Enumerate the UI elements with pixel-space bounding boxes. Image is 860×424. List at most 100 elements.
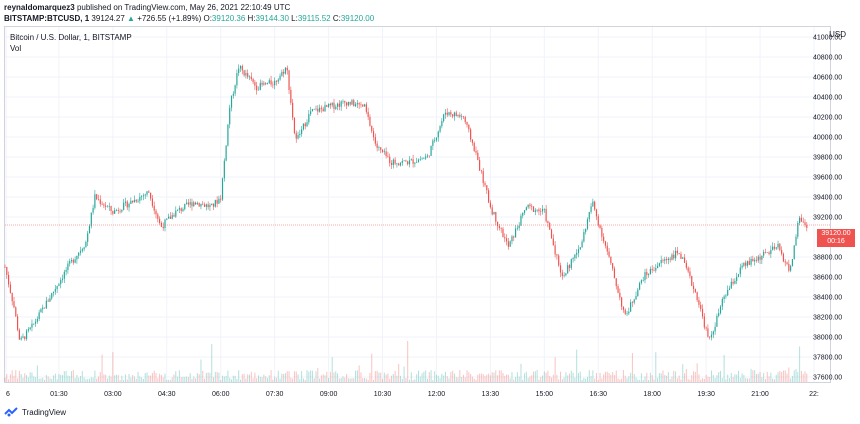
volume-bar [15,370,17,382]
candle-body [416,161,418,163]
volume-bar [671,376,673,382]
candle-body [779,243,781,251]
candle-body [770,249,772,254]
volume-bar [696,363,698,382]
volume-bar [337,373,339,382]
volume-bar [615,370,617,382]
candle-body [96,194,98,200]
volume-bar [85,379,87,382]
candle-body [126,201,128,208]
candle-body [272,84,274,86]
publisher-name[interactable]: reynaldomarquez3 [4,3,75,12]
footer-brand[interactable]: TradingView [22,407,67,417]
candle-body [69,261,71,264]
candle-body [806,224,808,228]
volume-bar [205,372,207,382]
volume-bar [146,372,148,382]
volume-bar [802,374,804,382]
volume-bar [777,372,779,382]
volume-bar [570,370,572,382]
volume-bar [567,375,569,382]
volume-bar [62,375,64,382]
candle-body [585,228,587,233]
volume-bar [115,374,117,382]
candle-body [191,202,193,207]
candle-body [732,281,734,284]
volume-bar [522,379,524,382]
volume-bar [44,379,46,382]
time-tick-label: 19:30 [697,391,715,398]
candle-body [292,102,294,118]
volume-bar [202,370,204,382]
candle-body [304,123,306,127]
candle-body [579,247,581,250]
volume-bar [81,371,83,382]
candle-body [153,205,155,211]
volume-bar [446,376,448,382]
volume-bar [725,379,727,382]
volume-bar [315,371,317,382]
volume-bar [245,378,247,382]
candle-body [141,196,143,197]
candle-body [586,219,589,229]
candle-body [121,209,123,212]
volume-bar [779,370,781,382]
volume-bar [630,372,632,382]
candle-body [335,106,337,109]
candle-body [36,318,38,322]
volume-bar [507,374,509,382]
volume-bar [310,370,312,382]
volume-bar [160,374,162,382]
candle-body [423,158,425,160]
volume-bar [200,359,202,382]
candle-body [20,337,22,340]
candle-body [319,107,321,112]
volume-bar [434,371,436,382]
candle-body [256,85,258,91]
candle-body [480,170,483,172]
volume-bar [700,379,702,382]
candle-body [383,151,385,153]
volume-bar [788,367,790,382]
volume-bar [376,370,378,382]
volume-bar [268,375,270,382]
volume-bar [301,371,303,382]
candle-body [570,259,572,268]
candle-body [218,198,220,204]
candle-body [299,133,301,136]
volume-bar [266,377,268,382]
volume-bar [595,372,597,382]
volume-bar [552,374,554,382]
volume-bar [392,374,394,382]
tradingview-logo-icon[interactable] [4,407,18,417]
candle-body [290,90,292,103]
chart-title: Bitcoin / U.S. Dollar, 1, BITSTAMP [10,33,132,42]
volume-bar [441,373,443,382]
symbol-label: BITSTAMP:BTCUSD, 1 [4,14,90,23]
volume-bar [586,376,588,382]
volume-bar [408,379,410,382]
volume-bar [353,378,355,382]
candle-body [184,203,186,210]
volume-bar [502,373,504,382]
candle-body [518,225,520,229]
volume-bar [495,370,497,382]
candle-body [336,103,339,107]
candle-body [773,246,776,249]
candle-body [719,306,722,314]
volume-bar [284,373,286,382]
candle-body [105,205,107,207]
candle-body [85,241,87,248]
volume-bar [790,378,792,382]
time-tick-label: 06:00 [212,391,230,398]
chart-frame[interactable] [4,26,831,383]
candle-body [441,121,443,127]
candle-body [450,112,452,115]
volume-bar [608,372,610,382]
volume-bar [398,364,400,382]
volume-legend: Vol [10,44,22,53]
volume-bar [516,372,518,382]
volume-bar [473,378,475,382]
volume-bar [745,378,747,382]
